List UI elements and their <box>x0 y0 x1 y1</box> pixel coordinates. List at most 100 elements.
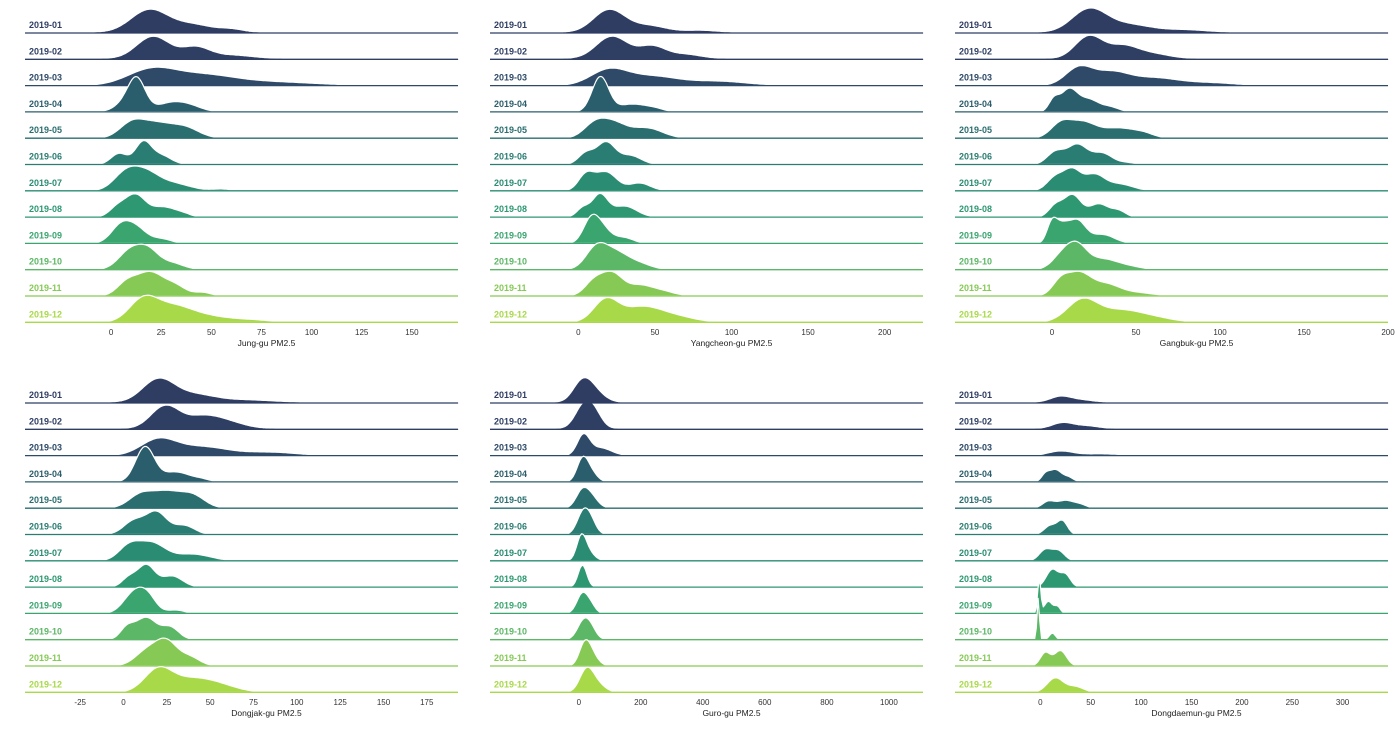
ridge-2019-01: 2019-01 <box>490 378 924 404</box>
x-tick-label: 100 <box>725 328 739 337</box>
density-area-2019-07 <box>74 165 459 192</box>
density-area-2019-10 <box>539 241 924 271</box>
density-area-2019-03 <box>539 432 924 457</box>
x-tick-label: 100 <box>305 328 319 337</box>
x-tick-label: 0 <box>1050 328 1055 337</box>
density-area-2019-01 <box>1004 8 1389 34</box>
row-label-2019-01: 2019-01 <box>959 20 992 30</box>
x-tick-label: 200 <box>634 698 648 707</box>
row-label-2019-08: 2019-08 <box>959 574 992 584</box>
row-label-2019-09: 2019-09 <box>29 230 62 240</box>
x-axis-label: Dongdaemun-gu PM2.5 <box>1151 708 1242 718</box>
ridge-2019-04: 2019-04 <box>490 75 924 113</box>
density-area-2019-03 <box>74 437 459 457</box>
row-label-2019-11: 2019-11 <box>29 653 62 663</box>
ridge-2019-02: 2019-02 <box>490 400 924 430</box>
ridge-2019-07: 2019-07 <box>955 548 1389 562</box>
x-tick-label: 50 <box>1132 328 1141 337</box>
row-label-2019-02: 2019-02 <box>959 46 992 56</box>
ridge-2019-06: 2019-06 <box>490 140 924 166</box>
x-tick-label: 25 <box>157 328 166 337</box>
density-area-2019-08 <box>539 192 924 218</box>
row-label-2019-09: 2019-09 <box>494 600 527 610</box>
density-area-2019-11 <box>1004 649 1389 667</box>
density-area-2019-08 <box>1004 568 1389 588</box>
x-tick-label: 150 <box>801 328 815 337</box>
density-area-2019-05 <box>74 118 459 139</box>
row-label-2019-04: 2019-04 <box>959 99 992 109</box>
ridge-2019-11: 2019-11 <box>25 270 459 297</box>
ridge-2019-05: 2019-05 <box>490 117 924 139</box>
density-area-2019-06 <box>1004 143 1389 166</box>
x-tick-label: 0 <box>1038 698 1043 707</box>
row-label-2019-01: 2019-01 <box>959 390 992 400</box>
panel-yangcheon-gu: 2019-01 2019-02 2019-03 2019-04 2019-05 2019-… <box>490 0 940 370</box>
x-tick-label: 0 <box>577 698 582 707</box>
ridge-2019-04: 2019-04 <box>955 468 1389 483</box>
x-tick-label: 175 <box>420 698 434 707</box>
density-area-2019-12 <box>74 666 459 693</box>
x-tick-label: 0 <box>109 328 114 337</box>
ridge-2019-02: 2019-02 <box>490 36 924 60</box>
density-area-2019-11 <box>74 637 459 667</box>
row-label-2019-06: 2019-06 <box>29 152 62 162</box>
ridge-2019-10: 2019-10 <box>955 240 1389 271</box>
row-label-2019-03: 2019-03 <box>29 443 62 453</box>
density-area-2019-05 <box>539 486 924 509</box>
row-label-2019-05: 2019-05 <box>29 495 62 505</box>
density-area-2019-11 <box>539 639 924 667</box>
ridge-2019-07: 2019-07 <box>25 540 459 562</box>
ridge-2019-05: 2019-05 <box>955 495 1389 509</box>
row-label-2019-10: 2019-10 <box>959 627 992 637</box>
row-label-2019-08: 2019-08 <box>29 204 62 214</box>
x-axis-label: Yangcheon-gu PM2.5 <box>691 338 773 348</box>
ridge-2019-05: 2019-05 <box>25 489 459 509</box>
density-area-2019-02 <box>74 36 459 60</box>
x-tick-label: 0 <box>121 698 126 707</box>
x-tick-label: 125 <box>355 328 369 337</box>
density-area-2019-05 <box>1004 118 1389 139</box>
x-tick-label: 300 <box>1336 698 1350 707</box>
row-label-2019-09: 2019-09 <box>959 600 992 610</box>
row-label-2019-05: 2019-05 <box>959 495 992 505</box>
ridge-2019-04: 2019-04 <box>25 445 459 483</box>
ridge-2019-12: 2019-12 <box>490 296 924 323</box>
ridge-2019-04: 2019-04 <box>955 87 1389 113</box>
ridge-2019-01: 2019-01 <box>25 378 459 404</box>
x-tick-label: 50 <box>207 328 216 337</box>
density-area-2019-11 <box>74 270 459 297</box>
row-label-2019-10: 2019-10 <box>29 257 62 267</box>
x-axis-label: Gangbuk-gu PM2.5 <box>1160 338 1234 348</box>
row-label-2019-07: 2019-07 <box>494 178 527 188</box>
density-area-2019-06 <box>539 507 924 536</box>
ridge-2019-12: 2019-12 <box>490 666 924 693</box>
density-area-2019-01 <box>539 9 924 34</box>
panel-dongdaemun-gu: 2019-01 2019-02 2019-03 2019-04 2019-05 2019-… <box>955 370 1400 740</box>
x-tick-label: 250 <box>1286 698 1300 707</box>
density-area-2019-01 <box>539 378 924 404</box>
row-label-2019-04: 2019-04 <box>494 469 527 479</box>
density-area-2019-11 <box>539 270 924 297</box>
ridge-2019-08: 2019-08 <box>25 563 459 588</box>
ridgeline-chart-dongdaemun-gu: 2019-01 2019-02 2019-03 2019-04 2019-05 2019-… <box>955 390 1389 718</box>
density-area-2019-09 <box>74 220 459 244</box>
row-label-2019-06: 2019-06 <box>959 522 992 532</box>
row-label-2019-05: 2019-05 <box>959 125 992 135</box>
ridge-2019-12: 2019-12 <box>955 677 1389 693</box>
density-area-2019-08 <box>74 563 459 588</box>
x-tick-label: 150 <box>377 698 391 707</box>
ridgeline-chart-yangcheon-gu: 2019-01 2019-02 2019-03 2019-04 2019-05 2019-… <box>490 9 924 348</box>
ridge-2019-04: 2019-04 <box>25 76 459 113</box>
density-area-2019-06 <box>74 140 459 166</box>
row-label-2019-12: 2019-12 <box>494 309 527 319</box>
row-label-2019-03: 2019-03 <box>959 73 992 83</box>
row-label-2019-05: 2019-05 <box>29 125 62 135</box>
density-area-2019-01 <box>74 378 459 404</box>
row-label-2019-05: 2019-05 <box>494 125 527 135</box>
ridge-2019-02: 2019-02 <box>25 405 459 430</box>
density-area-2019-12 <box>539 666 924 693</box>
density-area-2019-10 <box>74 243 459 271</box>
row-label-2019-12: 2019-12 <box>959 679 992 689</box>
row-label-2019-08: 2019-08 <box>959 204 992 214</box>
x-tick-label: 0 <box>576 328 581 337</box>
